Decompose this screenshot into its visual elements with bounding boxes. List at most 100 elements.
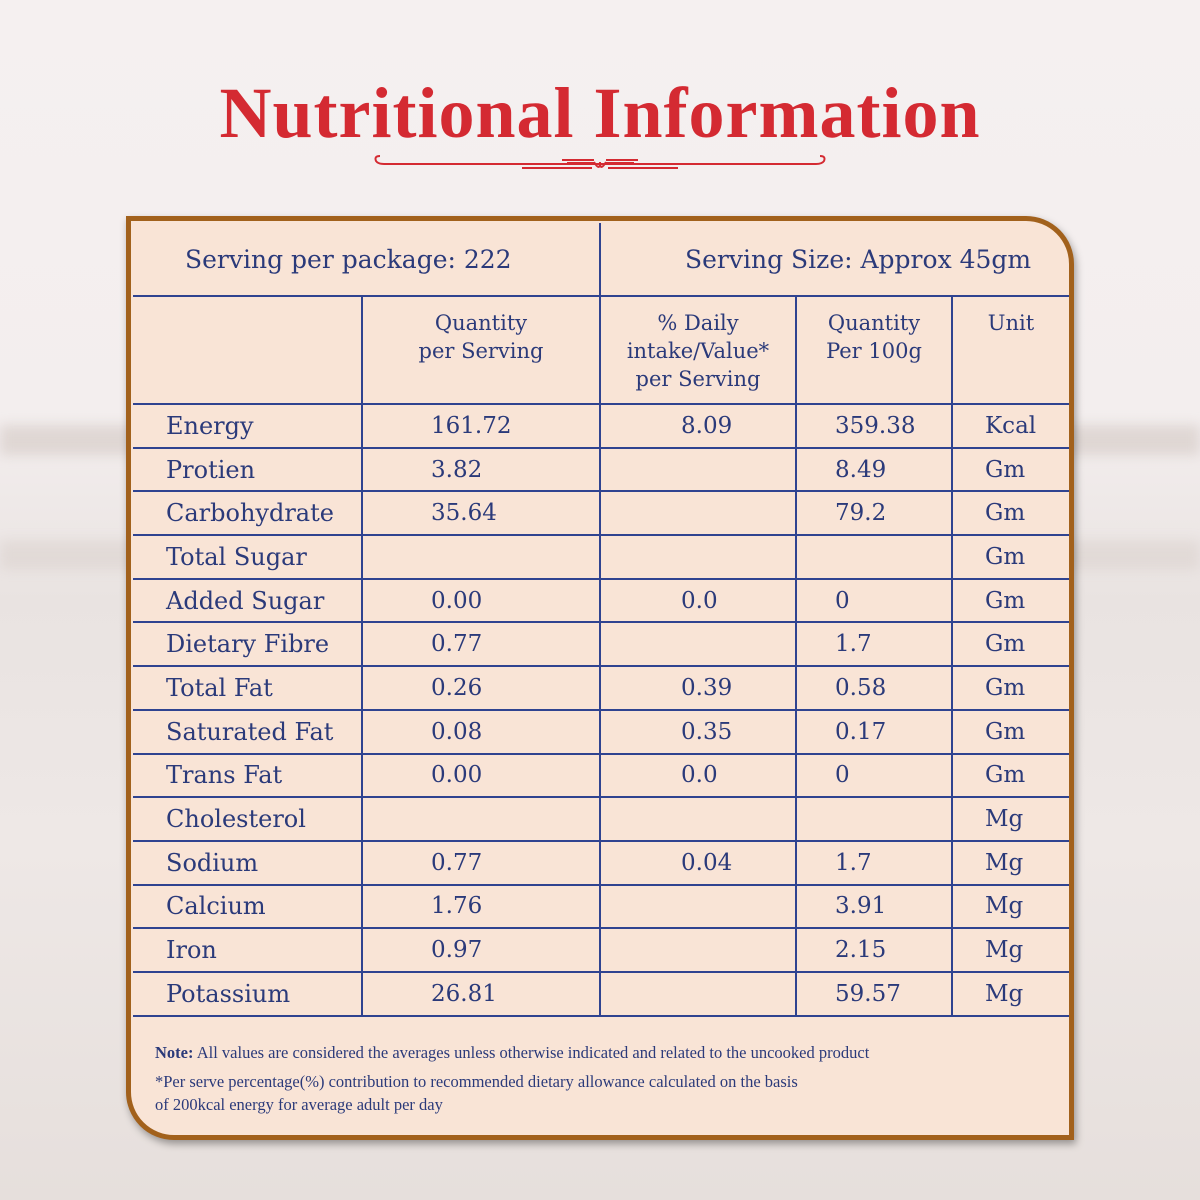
nutrient-name: Protien bbox=[133, 446, 363, 493]
quantity-per-100g bbox=[795, 534, 953, 580]
footnote-line-2: of 200kcal energy for average adult per … bbox=[155, 1095, 443, 1114]
nutrient-name: Energy bbox=[133, 403, 363, 449]
quantity-per-serving: 1.76 bbox=[361, 883, 601, 930]
daily-value: 0.04 bbox=[599, 839, 797, 886]
nutrient-name: Sodium bbox=[133, 839, 363, 886]
serving-per-package: Serving per package: 222 bbox=[133, 223, 601, 297]
unit: Gm bbox=[951, 708, 1069, 755]
quantity-per-serving: 0.26 bbox=[361, 665, 601, 711]
quantity-per-100g: 359.38 bbox=[795, 403, 953, 449]
column-header-qty-100g: Quantity Per 100g bbox=[795, 295, 953, 405]
table-row: Carbohydrate 35.64 79.2 Gm bbox=[133, 490, 1069, 537]
quantity-per-serving: 0.08 bbox=[361, 708, 601, 755]
quantity-per-100g: 0 bbox=[795, 577, 953, 624]
unit: Gm bbox=[951, 577, 1069, 624]
unit: Mg bbox=[951, 796, 1069, 842]
nutrient-name: Iron bbox=[133, 927, 363, 973]
table-row: Calcium 1.76 3.91 Mg bbox=[133, 883, 1069, 930]
note: Note: All values are considered the aver… bbox=[155, 1041, 869, 1116]
unit: Gm bbox=[951, 621, 1069, 668]
note-label: Note: bbox=[155, 1043, 194, 1062]
daily-value bbox=[599, 796, 797, 842]
daily-value bbox=[599, 534, 797, 580]
daily-value: 0.0 bbox=[599, 577, 797, 624]
table-row: Total Fat 0.26 0.39 0.58 Gm bbox=[133, 665, 1069, 711]
nutrient-name: Trans Fat bbox=[133, 752, 363, 799]
quantity-per-serving: 0.77 bbox=[361, 621, 601, 668]
daily-value bbox=[599, 490, 797, 537]
title-flourish-divider bbox=[374, 155, 826, 169]
quantity-per-100g: 1.7 bbox=[795, 621, 953, 668]
quantity-per-100g: 0.58 bbox=[795, 665, 953, 711]
daily-value bbox=[599, 927, 797, 973]
quantity-per-100g: 3.91 bbox=[795, 883, 953, 930]
daily-value: 8.09 bbox=[599, 403, 797, 449]
daily-value bbox=[599, 621, 797, 668]
unit: Kcal bbox=[951, 403, 1069, 449]
nutrition-table: Serving per package: 222 Serving Size: A… bbox=[133, 223, 1069, 1017]
quantity-per-serving: 0.77 bbox=[361, 839, 601, 886]
footnote-line-1: *Per serve percentage(%) contribution to… bbox=[155, 1072, 798, 1091]
table-row: Sodium 0.77 0.04 1.7 Mg bbox=[133, 839, 1069, 886]
unit: Mg bbox=[951, 883, 1069, 930]
daily-value bbox=[599, 446, 797, 493]
unit: Gm bbox=[951, 752, 1069, 799]
quantity-per-100g: 59.57 bbox=[795, 970, 953, 1017]
column-header-daily: % Daily intake/Value* per Serving bbox=[599, 295, 797, 405]
table-row: Potassium 26.81 59.57 Mg bbox=[133, 970, 1069, 1017]
table-row: Protien 3.82 8.49 Gm bbox=[133, 446, 1069, 493]
quantity-per-100g: 1.7 bbox=[795, 839, 953, 886]
nutrient-name: Cholesterol bbox=[133, 796, 363, 842]
daily-value bbox=[599, 970, 797, 1017]
nutrient-name: Dietary Fibre bbox=[133, 621, 363, 668]
unit: Mg bbox=[951, 927, 1069, 973]
unit: Mg bbox=[951, 839, 1069, 886]
quantity-per-serving: 161.72 bbox=[361, 403, 601, 449]
quantity-per-100g: 79.2 bbox=[795, 490, 953, 537]
quantity-per-serving: 0.00 bbox=[361, 752, 601, 799]
quantity-per-serving: 0.97 bbox=[361, 927, 601, 973]
table-row: Dietary Fibre 0.77 1.7 Gm bbox=[133, 621, 1069, 668]
nutrient-name: Total Fat bbox=[133, 665, 363, 711]
quantity-per-100g: 8.49 bbox=[795, 446, 953, 493]
daily-value: 0.35 bbox=[599, 708, 797, 755]
table-row: Added Sugar 0.00 0.0 0 Gm bbox=[133, 577, 1069, 624]
table-row: Saturated Fat 0.08 0.35 0.17 Gm bbox=[133, 708, 1069, 755]
unit: Gm bbox=[951, 534, 1069, 580]
nutrient-name: Carbohydrate bbox=[133, 490, 363, 537]
header-empty-cell bbox=[133, 295, 363, 405]
table-row: Trans Fat 0.00 0.0 0 Gm bbox=[133, 752, 1069, 799]
unit: Gm bbox=[951, 490, 1069, 537]
quantity-per-serving: 0.00 bbox=[361, 577, 601, 624]
note-text: All values are considered the averages u… bbox=[193, 1043, 870, 1062]
serving-size: Serving Size: Approx 45gm bbox=[599, 223, 1069, 297]
nutrient-name: Calcium bbox=[133, 883, 363, 930]
column-header-unit: Unit bbox=[951, 295, 1069, 405]
table-row: Cholesterol Mg bbox=[133, 796, 1069, 842]
quantity-per-serving: 26.81 bbox=[361, 970, 601, 1017]
daily-value bbox=[599, 883, 797, 930]
nutrient-name: Total Sugar bbox=[133, 534, 363, 580]
quantity-per-serving: 3.82 bbox=[361, 446, 601, 493]
table-row: Energy 161.72 8.09 359.38 Kcal bbox=[133, 403, 1069, 449]
unit: Gm bbox=[951, 446, 1069, 493]
nutrient-name: Saturated Fat bbox=[133, 708, 363, 755]
quantity-per-100g: 2.15 bbox=[795, 927, 953, 973]
page-title: Nutritional Information bbox=[219, 73, 981, 153]
quantity-per-serving bbox=[361, 534, 601, 580]
quantity-per-100g: 0.17 bbox=[795, 708, 953, 755]
quantity-per-serving bbox=[361, 796, 601, 842]
table-row: Total Sugar Gm bbox=[133, 534, 1069, 580]
quantity-per-serving: 35.64 bbox=[361, 490, 601, 537]
unit: Gm bbox=[951, 665, 1069, 711]
daily-value: 0.0 bbox=[599, 752, 797, 799]
nutrition-card: Serving per package: 222 Serving Size: A… bbox=[126, 216, 1074, 1140]
column-header-qty-serving: Quantity per Serving bbox=[361, 295, 601, 405]
table-row: Iron 0.97 2.15 Mg bbox=[133, 927, 1069, 973]
unit: Mg bbox=[951, 970, 1069, 1017]
nutrient-name: Potassium bbox=[133, 970, 363, 1017]
quantity-per-100g bbox=[795, 796, 953, 842]
quantity-per-100g: 0 bbox=[795, 752, 953, 799]
daily-value: 0.39 bbox=[599, 665, 797, 711]
nutrient-name: Added Sugar bbox=[133, 577, 363, 624]
